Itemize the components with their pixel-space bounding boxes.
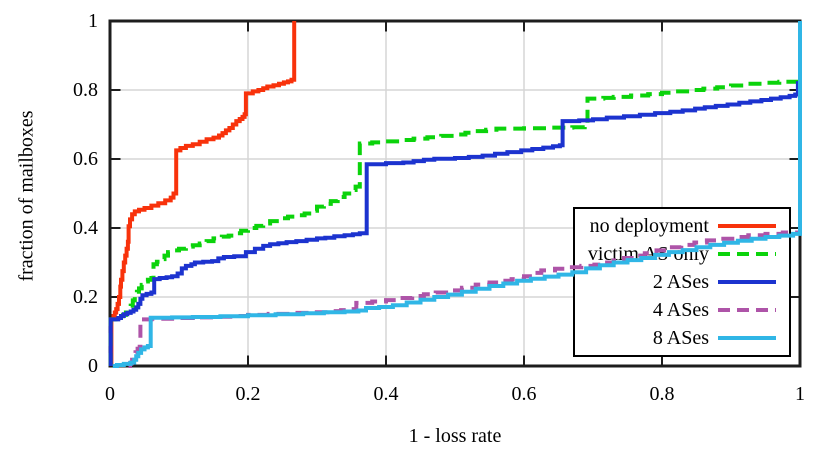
y-tick-label: 1: [88, 10, 98, 32]
x-tick-label: 0: [105, 383, 115, 405]
y-tick-label: 0.6: [73, 148, 98, 170]
legend-line-sample: [718, 308, 776, 312]
x-tick-label: 0.4: [373, 383, 399, 405]
x-tick-label: 0.6: [511, 383, 537, 405]
y-tick-label: 0.8: [73, 79, 98, 101]
curve-no-deployment: [109, 21, 297, 366]
legend-entry-8-ases: 8 ASes: [575, 325, 789, 352]
legend-label: 2 ASes: [652, 270, 709, 293]
legend-label: no deployment: [589, 214, 709, 237]
legend-line-sample: [718, 336, 776, 340]
x-axis-label: 1 - loss rate: [408, 425, 502, 447]
y-tick-label: 0: [88, 355, 98, 377]
legend: no deployment victim AS only 2 ASes 4 ASes 8…: [573, 207, 791, 357]
legend-label: victim AS only: [587, 242, 709, 265]
legend-label: 4 ASes: [652, 298, 709, 321]
x-tick-label: 0.8: [649, 383, 675, 405]
legend-entry-no-deployment: no deployment: [575, 213, 789, 240]
legend-line-sample: [718, 224, 776, 228]
x-tick-label: 0.2: [235, 383, 261, 405]
legend-entry-4-ases: 4 ASes: [575, 297, 789, 324]
legend-line-sample: [718, 280, 776, 284]
y-tick-label: 0.4: [73, 217, 98, 239]
legend-label: 8 ASes: [652, 326, 709, 349]
legend-line-sample: [718, 252, 776, 256]
legend-entry-victim-as-only: victim AS only: [575, 241, 789, 268]
y-axis-label: fraction of mailboxes: [15, 110, 38, 282]
x-tick-label: 1: [795, 383, 805, 405]
legend-entry-2-ases: 2 ASes: [575, 269, 789, 296]
y-tick-label: 0.2: [73, 286, 98, 308]
